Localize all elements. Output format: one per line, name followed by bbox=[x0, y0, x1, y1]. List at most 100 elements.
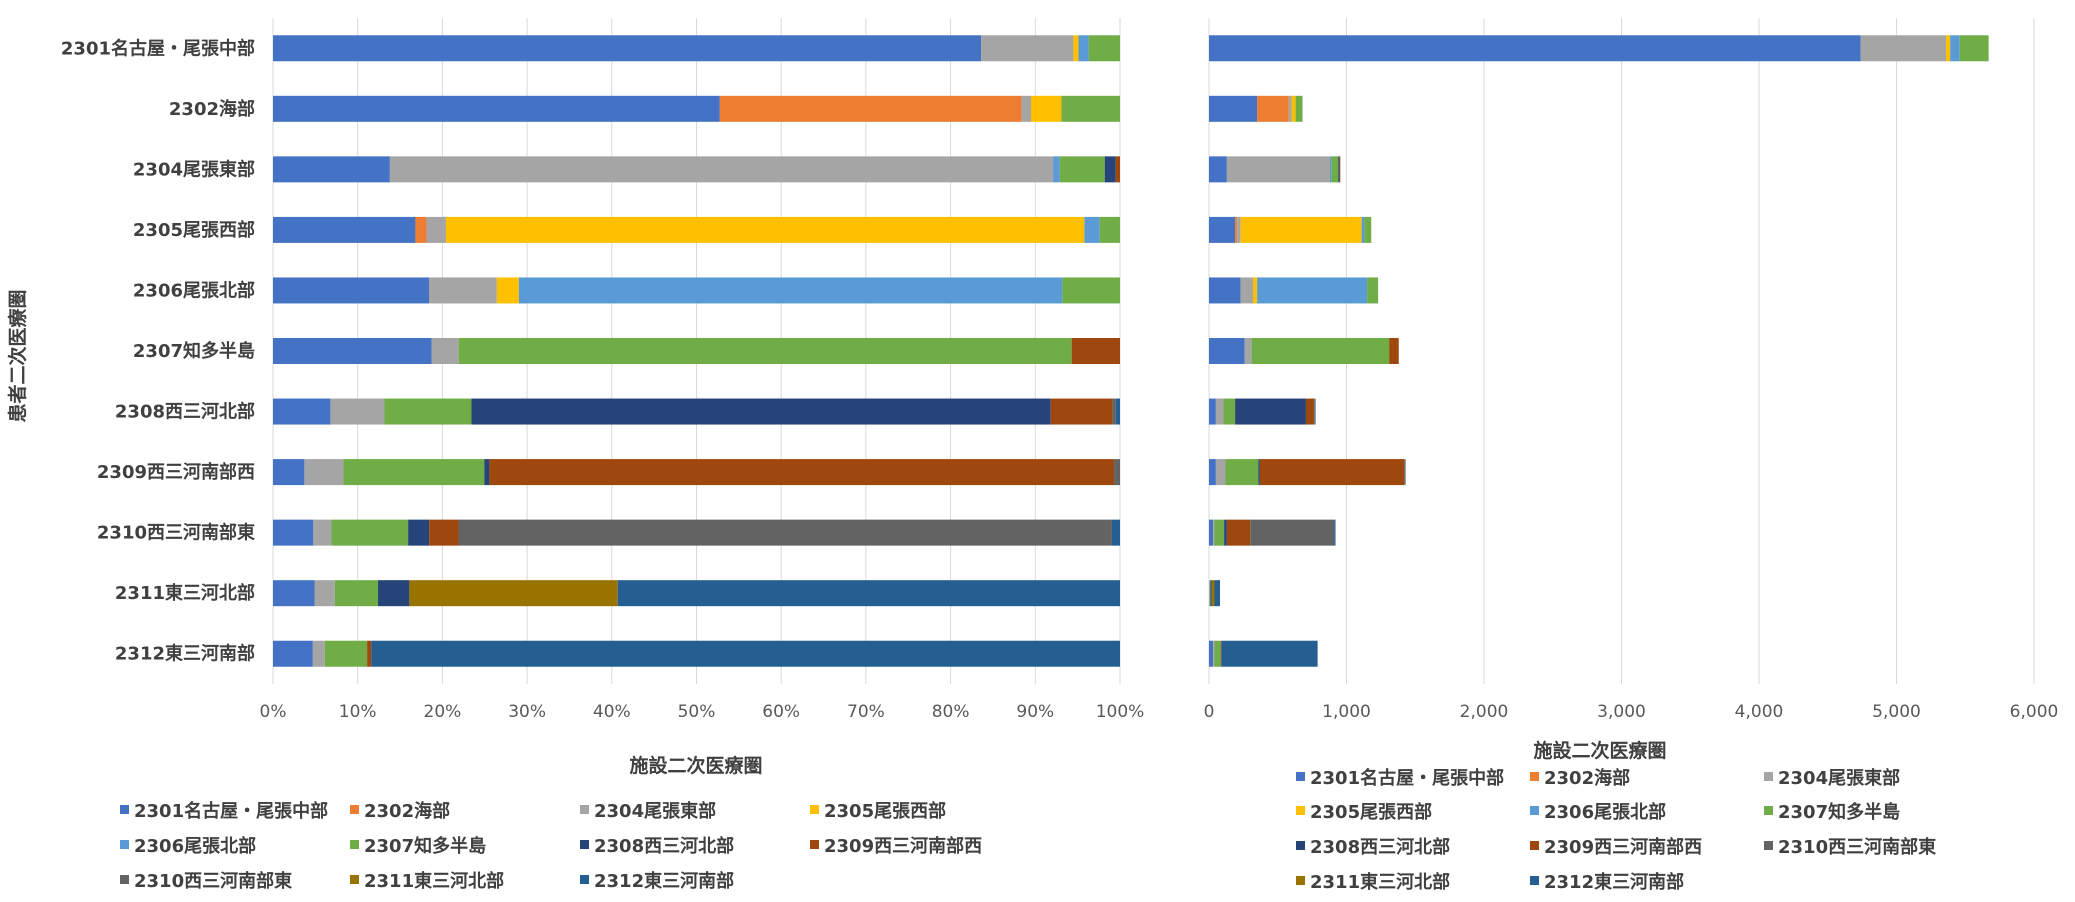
category-label: 2311東三河北部 bbox=[115, 582, 255, 604]
right-bar-segment bbox=[1209, 519, 1214, 546]
left-bar-segment bbox=[273, 277, 430, 304]
right-bar-segment bbox=[1223, 398, 1236, 425]
left-bar-segment bbox=[273, 156, 390, 183]
left-bar-segment bbox=[518, 277, 1063, 304]
right-bar-segment bbox=[1213, 640, 1215, 667]
category-label: 2310西三河南部東 bbox=[97, 522, 255, 544]
left-legend-swatch bbox=[350, 840, 359, 849]
right-bar-segment bbox=[1209, 277, 1241, 304]
left-x-tick-label: 80% bbox=[932, 702, 970, 722]
left-bar-segment bbox=[489, 459, 1115, 486]
left-bar-segment bbox=[273, 640, 313, 667]
left-bar-segment bbox=[331, 519, 409, 546]
left-bar-segment bbox=[471, 398, 1051, 425]
left-legend-swatch bbox=[580, 875, 589, 884]
left-bar-segment bbox=[1104, 156, 1116, 183]
right-x-tick-label: 0 bbox=[1204, 702, 1215, 722]
left-bar-segment bbox=[1061, 95, 1120, 122]
left-bar-segment bbox=[371, 640, 1120, 667]
right-legend-label: 2304尾張東部 bbox=[1778, 767, 1900, 789]
right-x-tick-label: 1,000 bbox=[1322, 702, 1371, 722]
left-bar-segment bbox=[1099, 216, 1120, 243]
right-bar-segment bbox=[1215, 398, 1224, 425]
right-bars bbox=[1209, 35, 1989, 667]
right-bar-segment bbox=[1950, 35, 1960, 62]
left-legend-swatch bbox=[120, 875, 129, 884]
left-bar-segment bbox=[273, 398, 331, 425]
left-bars bbox=[273, 35, 1120, 667]
right-legend-swatch bbox=[1764, 806, 1773, 815]
right-legend-label: 2301名古屋・尾張中部 bbox=[1310, 767, 1504, 789]
left-bar-segment bbox=[484, 459, 490, 486]
left-bar-segment bbox=[415, 216, 427, 243]
left-bar-segment bbox=[408, 519, 430, 546]
left-bar-segment bbox=[1021, 95, 1031, 122]
right-bar-segment bbox=[1209, 156, 1227, 183]
left-bar-segment bbox=[367, 640, 372, 667]
right-bar-segment bbox=[1209, 35, 1861, 62]
right-bar-segment bbox=[1258, 459, 1260, 486]
right-bar-segment bbox=[1314, 398, 1315, 425]
right-legend-label: 2305尾張西部 bbox=[1310, 801, 1432, 823]
left-bar-segment bbox=[1114, 459, 1120, 486]
right-bar-segment bbox=[1959, 35, 1989, 62]
category-label: 2302海部 bbox=[169, 98, 255, 120]
left-legend-swatch bbox=[120, 840, 129, 849]
right-bar-segment bbox=[1259, 459, 1405, 486]
right-bar-segment bbox=[1240, 216, 1362, 243]
left-x-tick-label: 100% bbox=[1096, 702, 1145, 722]
left-legend-swatch bbox=[350, 875, 359, 884]
right-legend-label: 2311東三河北部 bbox=[1310, 871, 1450, 893]
category-label: 2312東三河南部 bbox=[115, 643, 255, 665]
left-bar-segment bbox=[426, 216, 446, 243]
right-legend-swatch bbox=[1530, 772, 1539, 781]
right-bar-segment bbox=[1338, 156, 1340, 183]
left-bar-segment bbox=[1111, 519, 1120, 546]
left-legend-label: 2312東三河南部 bbox=[594, 870, 734, 892]
category-label: 2308西三河北部 bbox=[115, 401, 255, 423]
left-bar-segment bbox=[343, 459, 485, 486]
left-bar-segment bbox=[273, 35, 982, 62]
left-legend-label: 2302海部 bbox=[364, 800, 450, 822]
category-labels: 2301名古屋・尾張中部 2302海部 2304尾張東部 2305尾張西部 2306尾張… bbox=[61, 37, 255, 664]
left-x-tick-label: 70% bbox=[847, 702, 885, 722]
left-x-tick-label: 40% bbox=[593, 702, 631, 722]
left-bar-segment bbox=[458, 338, 1072, 364]
right-legend: 2301名古屋・尾張中部 2302海部 2304尾張東部 2305尾張西部 2306尾張… bbox=[1296, 767, 1936, 893]
left-legend-label: 2311東三河北部 bbox=[364, 870, 504, 892]
right-bar-segment bbox=[1209, 459, 1216, 486]
right-legend-swatch bbox=[1530, 806, 1539, 815]
right-bar-segment bbox=[1244, 338, 1252, 364]
left-legend-swatch bbox=[580, 805, 589, 814]
right-bar-segment bbox=[1214, 580, 1220, 607]
right-legend-swatch bbox=[1296, 876, 1305, 885]
right-x-tick-label: 5,000 bbox=[1872, 702, 1921, 722]
left-bar-segment bbox=[273, 519, 314, 546]
category-label: 2301名古屋・尾張中部 bbox=[61, 37, 255, 59]
right-bar-segment bbox=[1235, 398, 1306, 425]
right-bar-segment bbox=[1364, 216, 1372, 243]
right-x-tick-label: 4,000 bbox=[1735, 702, 1784, 722]
right-bar-segment bbox=[1214, 519, 1225, 546]
right-bar-segment bbox=[1209, 640, 1214, 667]
right-bar-segment bbox=[1220, 640, 1222, 667]
left-legend-label: 2301名古屋・尾張中部 bbox=[134, 800, 328, 822]
right-bar-segment bbox=[1210, 580, 1212, 607]
right-bar-segment bbox=[1291, 95, 1296, 122]
right-legend-label: 2312東三河南部 bbox=[1544, 871, 1684, 893]
left-bar-segment bbox=[1112, 398, 1116, 425]
right-bar-segment bbox=[1250, 519, 1335, 546]
left-x-tick-label: 10% bbox=[339, 702, 377, 722]
left-x-tick-label: 30% bbox=[508, 702, 546, 722]
left-x-tick-label: 50% bbox=[678, 702, 716, 722]
right-x-axis-title: 施設二次医療圏 bbox=[1533, 739, 1666, 762]
left-bar-segment bbox=[273, 580, 315, 607]
left-bar-segment bbox=[617, 580, 1120, 607]
right-bar-segment bbox=[1209, 95, 1258, 122]
right-bar-segment bbox=[1305, 398, 1315, 425]
left-bar-segment bbox=[496, 277, 519, 304]
right-legend-swatch bbox=[1530, 876, 1539, 885]
left-bar-segment bbox=[445, 216, 1085, 243]
left-legend-swatch bbox=[580, 840, 589, 849]
left-bar-segment bbox=[1115, 156, 1120, 183]
